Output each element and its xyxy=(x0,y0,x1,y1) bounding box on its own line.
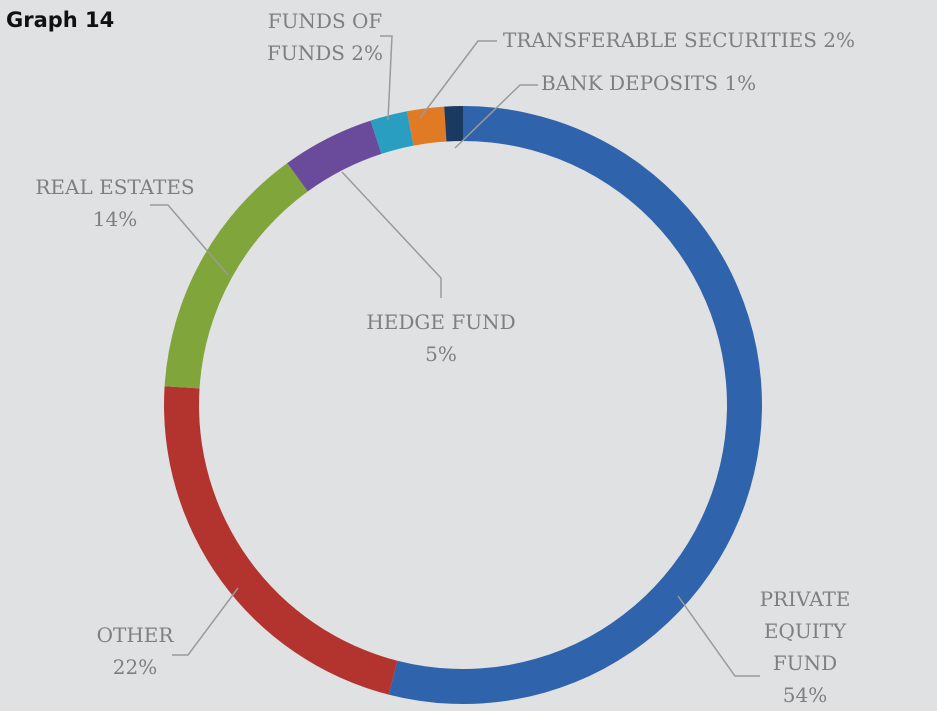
value-label: 5% xyxy=(425,342,457,366)
value-label: 2% xyxy=(351,41,384,65)
chart-title: Graph 14 xyxy=(6,8,115,32)
category-label: PRIVATE EQUITY FUND xyxy=(759,587,851,675)
leader-lines xyxy=(150,35,760,677)
slice-label: OTHER 22% xyxy=(70,619,200,683)
category-label: OTHER xyxy=(96,623,174,647)
leader-line xyxy=(341,171,442,298)
slice-label: BANK DEPOSITS 1% xyxy=(541,67,756,99)
slice-label: TRANSFERABLE SECURITIES 2% xyxy=(503,24,855,56)
donut-slice xyxy=(287,120,382,192)
leader-line xyxy=(172,587,239,656)
leader-line xyxy=(150,204,229,276)
category-label: REAL ESTATES xyxy=(35,175,195,199)
leader-line xyxy=(454,84,538,149)
value-label: 1% xyxy=(724,71,757,95)
value-label: 14% xyxy=(92,207,138,231)
slice-label: FUNDS OF FUNDS 2% xyxy=(255,5,395,69)
donut-slice xyxy=(370,111,414,154)
leader-line xyxy=(677,595,760,677)
value-label: 22% xyxy=(112,655,158,679)
slice-label: HEDGE FUND 5% xyxy=(331,306,551,370)
slice-label: REAL ESTATES 14% xyxy=(10,171,220,235)
value-label: 2% xyxy=(823,28,856,52)
leader-line xyxy=(419,40,497,119)
donut-slice xyxy=(444,106,463,142)
donut-slice xyxy=(164,163,308,389)
category-label: HEDGE FUND xyxy=(366,310,516,334)
donut-slice xyxy=(164,386,398,695)
donut-slice xyxy=(388,106,762,704)
donut-slice xyxy=(406,106,447,146)
leader-line xyxy=(380,35,393,121)
category-label: FUNDS OF FUNDS xyxy=(266,9,383,65)
slices xyxy=(164,106,762,704)
category-label: BANK DEPOSITS xyxy=(541,71,719,95)
value-label: 54% xyxy=(782,683,828,707)
slice-label: PRIVATE EQUITY FUND 54% xyxy=(730,583,880,711)
category-label: TRANSFERABLE SECURITIES xyxy=(503,28,817,52)
